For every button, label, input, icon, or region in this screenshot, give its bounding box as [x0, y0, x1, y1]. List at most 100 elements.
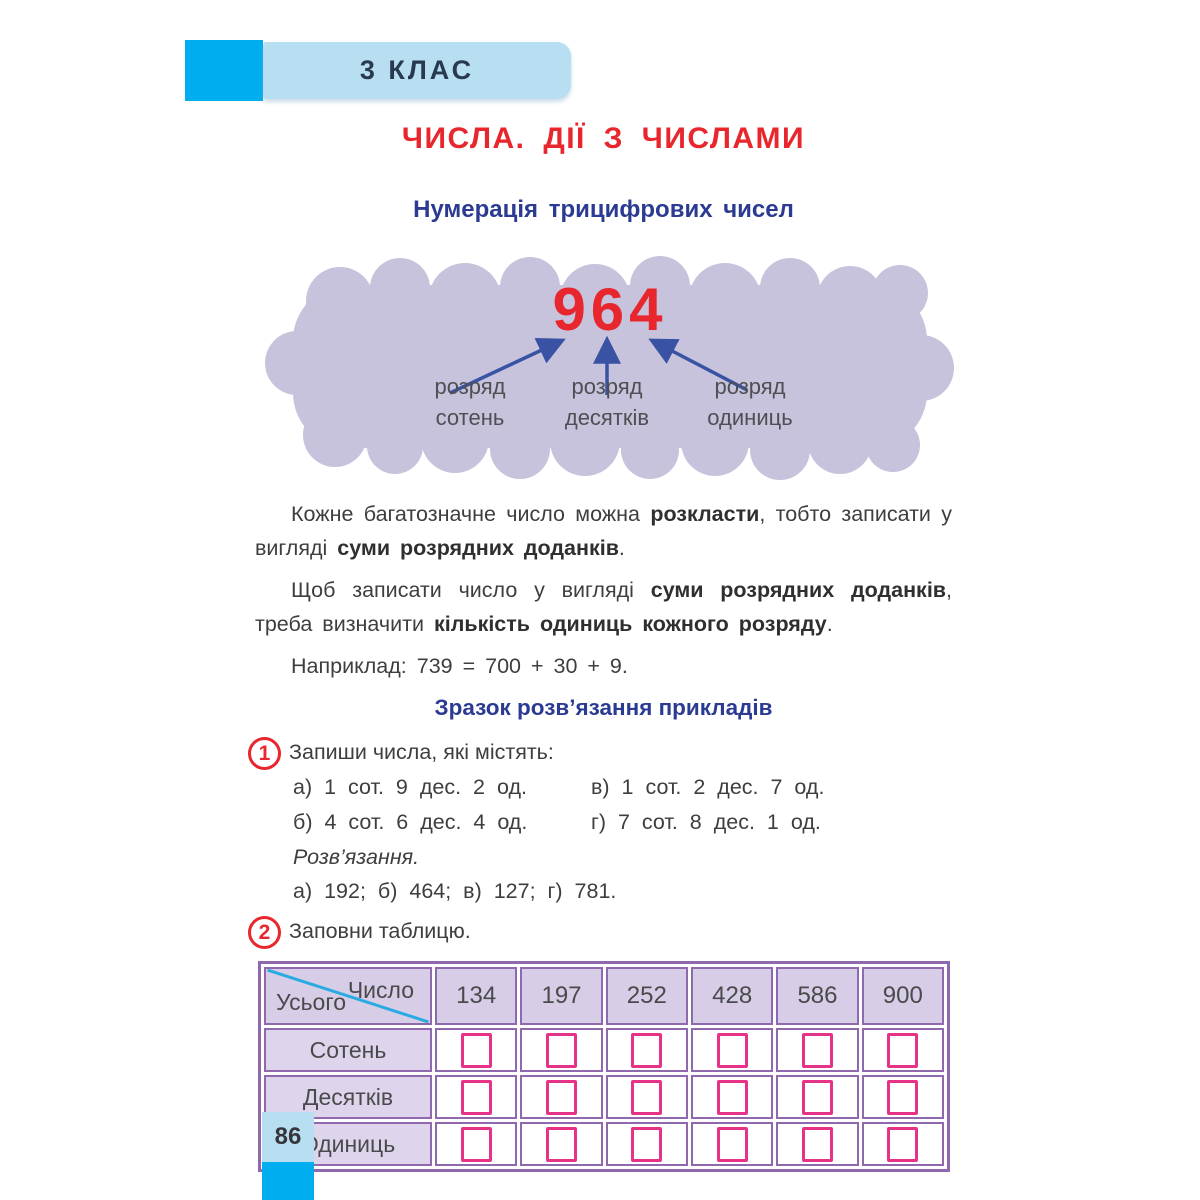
- column-header: 252: [605, 967, 688, 1025]
- answer-cell: [435, 1028, 518, 1072]
- label-line: одиниць: [707, 405, 793, 430]
- answer-cell: [776, 1028, 859, 1072]
- task-1: 1 Запиши числа, які містять:: [248, 735, 952, 770]
- example-line: Наприклад: 739 = 700 + 30 + 9.: [291, 654, 628, 678]
- corner-label-total: Усього: [276, 989, 347, 1015]
- grade-header-tab: 3 КЛАС: [185, 40, 571, 102]
- grade-label: 3 КЛАС: [263, 42, 571, 99]
- tens-place-label: розряд десятків: [522, 371, 692, 433]
- column-header: 197: [520, 967, 603, 1025]
- place-value-table: Число Усього 134 197 252 428 586 900 Сот…: [258, 961, 950, 1172]
- label-line: розряд: [434, 374, 506, 399]
- answer-box[interactable]: [631, 1126, 663, 1162]
- answer-cell: [520, 1122, 603, 1166]
- answer-cell: [861, 1075, 944, 1119]
- table-corner-cell: Число Усього: [264, 967, 432, 1025]
- answer-cell: [435, 1122, 518, 1166]
- answer-box[interactable]: [631, 1079, 663, 1115]
- answer-box[interactable]: [460, 1032, 492, 1068]
- text-segment: , треба визначити: [255, 578, 952, 636]
- label-line: розряд: [714, 374, 786, 399]
- answer-cell: [520, 1028, 603, 1072]
- task-2-number-badge: 2: [248, 916, 281, 949]
- answer-box[interactable]: [631, 1032, 663, 1068]
- page-number: 86: [262, 1112, 314, 1162]
- bold-text: суми розрядних доданків: [650, 578, 947, 602]
- answer-cell: [520, 1075, 603, 1119]
- place-value-arrows-icon: [449, 335, 748, 395]
- answer-box[interactable]: [801, 1079, 833, 1115]
- task-1-number-badge: 1: [248, 737, 281, 770]
- ones-place-label: розряд одиниць: [665, 371, 835, 433]
- label-line: десятків: [564, 405, 650, 430]
- example-number: 964: [552, 276, 668, 343]
- page-footer: 86: [262, 1112, 314, 1200]
- text-segment: .: [618, 536, 625, 560]
- option-a: а) 1 сот. 9 дес. 2 од.: [293, 775, 527, 799]
- text-segment: Кожне багатозначне число можна: [291, 502, 651, 526]
- table-row: Сотень: [264, 1028, 944, 1072]
- answer-box[interactable]: [716, 1032, 748, 1068]
- answer-box[interactable]: [460, 1126, 492, 1162]
- task-2: 2 Заповни таблицю.: [248, 914, 952, 949]
- answer-cell: [690, 1028, 774, 1072]
- blue-corner-square: [185, 40, 263, 101]
- answer-cell: [605, 1028, 688, 1072]
- task-1-answers: а) 192; б) 464; в) 127; г) 781.: [293, 879, 617, 903]
- lesson-content: Кожне багатозначне число можна розкласти…: [248, 497, 952, 1172]
- answer-box[interactable]: [801, 1126, 833, 1162]
- task-2-text: Заповни таблицю.: [289, 919, 471, 943]
- section-subtitle: Нумерація трицифрових чисел: [413, 196, 794, 223]
- answer-cell: [776, 1122, 859, 1166]
- cloud-shape-icon: [265, 256, 954, 480]
- diagonal-divider-icon: [266, 969, 430, 1023]
- answer-cell: [776, 1075, 859, 1119]
- answer-box[interactable]: [716, 1079, 748, 1115]
- table-row: Одиниць: [264, 1122, 944, 1166]
- page-title: ЧИСЛА. ДІЇ З ЧИСЛАМИ: [401, 122, 806, 155]
- answer-cell: [605, 1075, 688, 1119]
- hundreds-place-label: розряд сотень: [385, 371, 555, 433]
- row-label-hundreds: Сотень: [264, 1028, 432, 1072]
- bold-text: розкласти: [650, 502, 760, 526]
- row-label-tens: Десятків: [264, 1075, 432, 1119]
- answer-cell: [861, 1122, 944, 1166]
- answer-box[interactable]: [716, 1126, 748, 1162]
- answer-cell: [605, 1122, 688, 1166]
- answer-box[interactable]: [801, 1032, 833, 1068]
- bold-text: суми розрядних доданків: [337, 536, 619, 560]
- place-value-cloud-diagram: 964 розряд сотень розряд десятків розряд…: [265, 243, 955, 493]
- answer-cell: [861, 1028, 944, 1072]
- answer-box[interactable]: [460, 1079, 492, 1115]
- option-b: б) 4 сот. 6 дес. 4 од.: [293, 810, 528, 834]
- table-row: Десятків: [264, 1075, 944, 1119]
- task-1-options: а) 1 сот. 9 дес. 2 од. в) 1 сот. 2 дес. …: [293, 770, 952, 840]
- answer-box[interactable]: [545, 1032, 577, 1068]
- answer-box[interactable]: [887, 1126, 919, 1162]
- bold-text: кількість одиниць кожного розряду: [433, 612, 827, 636]
- label-line: розряд: [571, 374, 643, 399]
- option-g: г) 7 сот. 8 дес. 1 од.: [591, 810, 821, 834]
- answer-cell: [690, 1122, 774, 1166]
- corner-label-number: Число: [347, 977, 414, 1003]
- text-segment: , тобто записати у вигляді: [255, 502, 952, 560]
- answer-box[interactable]: [887, 1079, 919, 1115]
- label-line: сотень: [435, 405, 505, 430]
- text-segment: Щоб записати число у вигляді: [291, 578, 651, 602]
- column-header: 134: [435, 967, 518, 1025]
- task-1-text: Запиши числа, які містять:: [289, 740, 554, 764]
- answer-cell: [435, 1075, 518, 1119]
- answer-box[interactable]: [887, 1032, 919, 1068]
- footer-blue-square: [262, 1162, 314, 1200]
- sample-solutions-heading: Зразок розв’язання прикладів: [434, 695, 773, 720]
- answer-box[interactable]: [545, 1079, 577, 1115]
- solution-label: Розв’язання.: [293, 845, 420, 869]
- answer-cell: [690, 1075, 774, 1119]
- paragraph-decompose: Кожне багатозначне число можна розкласти…: [255, 497, 952, 565]
- option-v: в) 1 сот. 2 дес. 7 од.: [591, 775, 825, 799]
- column-header: 586: [776, 967, 859, 1025]
- table-header-row: Число Усього 134 197 252 428 586 900: [264, 967, 944, 1025]
- column-header: 900: [861, 967, 944, 1025]
- answer-box[interactable]: [545, 1126, 577, 1162]
